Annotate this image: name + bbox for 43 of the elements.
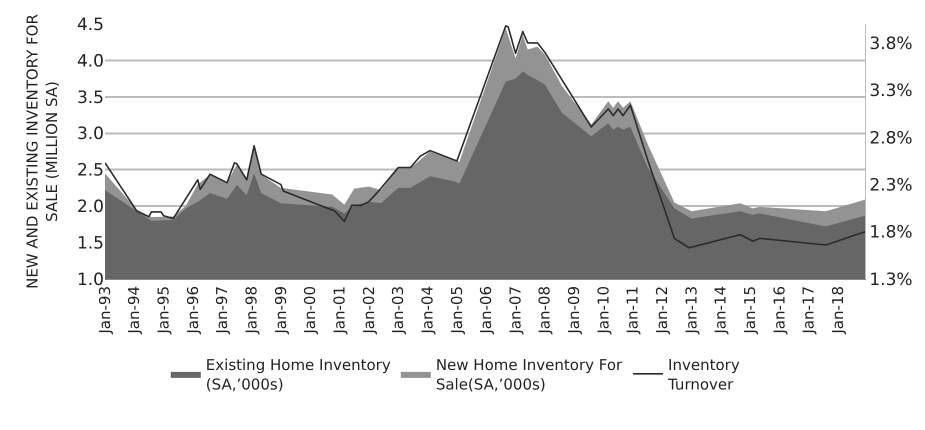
x-tick-label: Jan-95 [154,286,172,335]
x-tick-label: Jan-15 [741,286,760,335]
y2-tick-label: 2.3% [869,176,913,196]
y-tick-label: 4.5 [76,14,104,35]
x-tick-label: Jan-18 [829,286,848,335]
y-tick-label: 2.5 [76,160,104,181]
y-tick-label: 4.0 [76,51,104,72]
legend-label: New Home Inventory For Sale(SA,’000s) [436,356,624,394]
x-tick-label: Jan-04 [418,286,436,335]
x-tick-label: Jan-97 [213,286,232,335]
x-tick-label: Jan-13 [682,286,700,335]
x-tick-label: Jan-02 [360,286,378,335]
x-tick-label: Jan-07 [506,286,524,335]
y-tick-label: 1.5 [76,234,104,254]
x-tick-label: Jan-01 [330,286,348,335]
x-tick-label: Jan-93 [96,286,114,335]
x-tick-label: Jan-12 [653,286,672,335]
x-tick-label: Jan-94 [125,286,144,335]
x-tick-label: Jan-96 [184,286,202,335]
y2-tick-label: 3.3% [869,81,913,102]
legend-label: Existing Home Inventory (SA,’000s) [206,356,391,394]
x-tick-label: Jan-10 [594,286,612,335]
y-tick-label: 3.0 [76,124,104,144]
x-tick-label: Jan-09 [565,286,584,335]
y-axis-title: NEW AND EXISTING INVENTORY FOR SALE (MILLION SA) [24,14,62,289]
x-tick-label: Jan-98 [242,286,260,335]
y2-tick-label: 2.8% [869,128,913,148]
y2-tick-label: 1.8% [869,222,913,243]
x-tick-label: Jan-06 [477,286,496,335]
x-tick-label: Jan-00 [301,286,320,335]
x-tick-label: Jan-03 [389,286,408,335]
y-tick-label: 3.5 [76,88,104,108]
legend-label: Inventory Turnover [667,356,740,394]
x-tick-label: Jan-05 [448,286,466,335]
x-tick-label: Jan-17 [800,286,818,335]
x-tick-label: Jan-11 [624,286,642,335]
y-tick-label: 2.0 [76,197,104,218]
x-tick-label: Jan-99 [272,286,290,335]
y2-tick-label: 3.8% [869,34,913,54]
x-tick-label: Jan-16 [770,286,788,335]
x-tick-label: Jan-14 [712,286,730,335]
x-tick-label: Jan-08 [536,286,554,335]
y2-tick-label: 1.3% [869,270,913,290]
